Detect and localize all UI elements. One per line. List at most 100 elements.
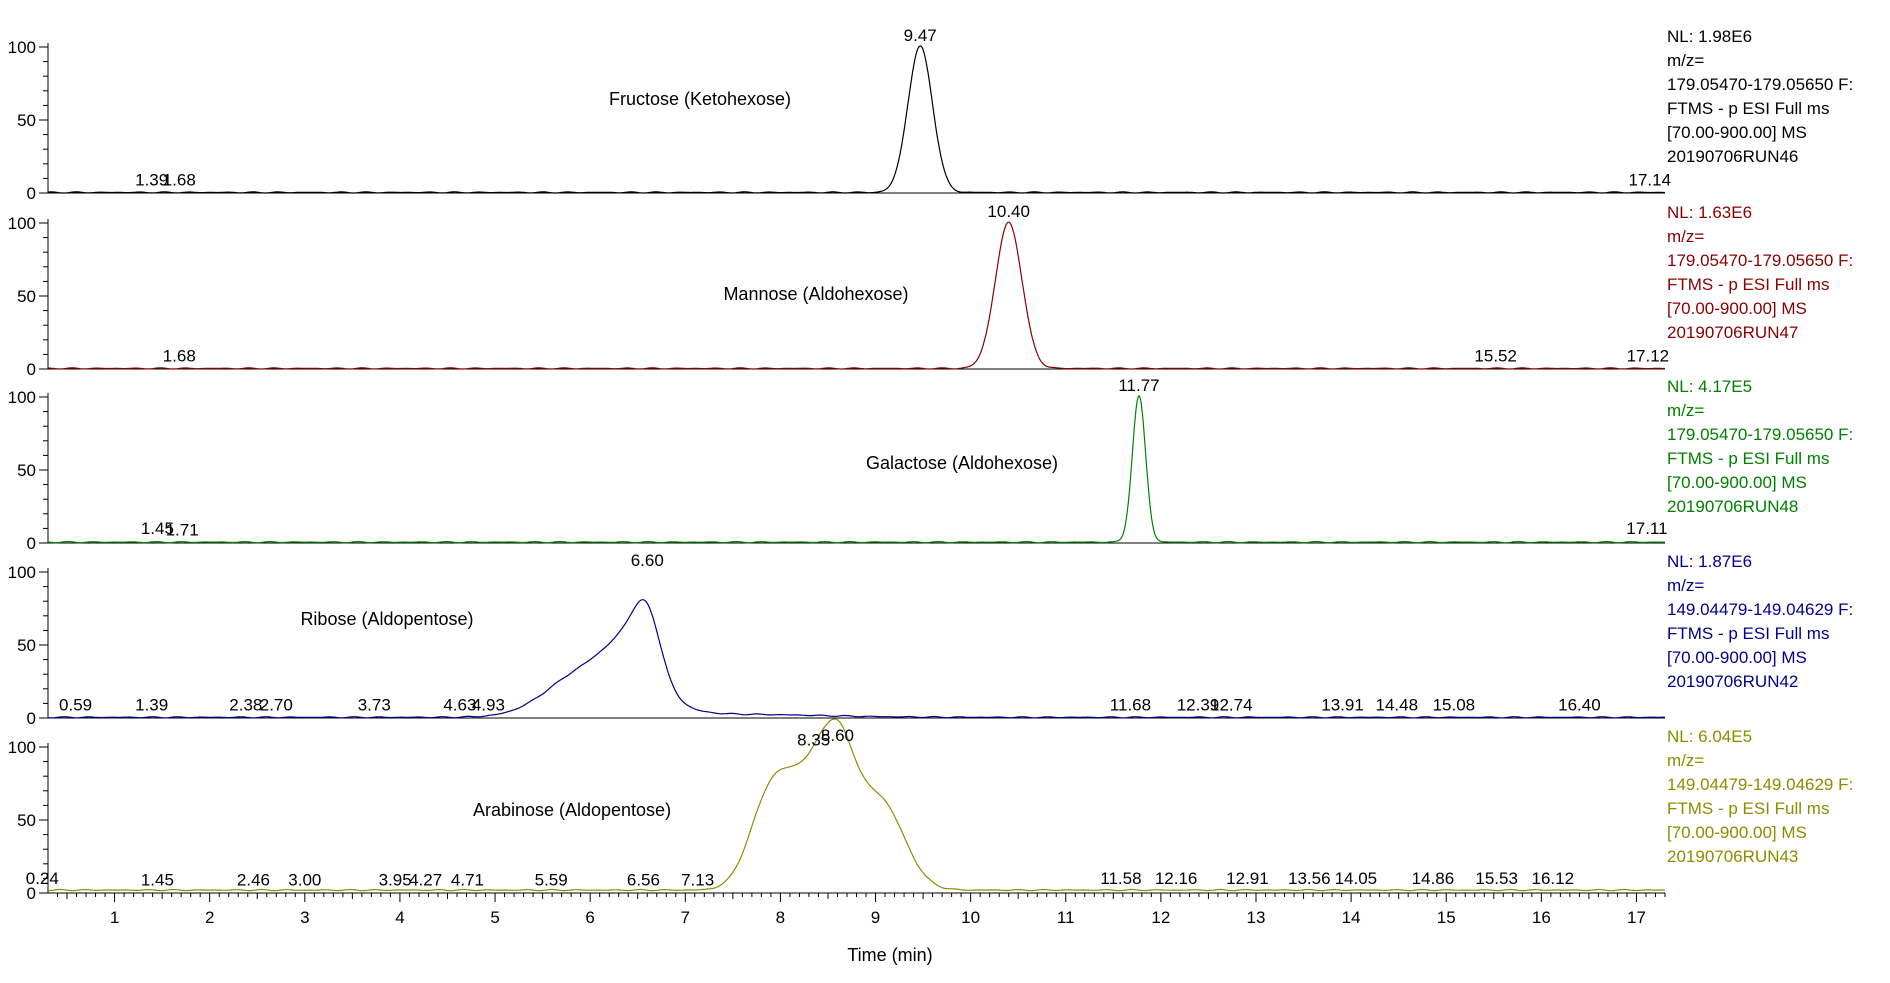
peak-label: 13.91: [1321, 696, 1364, 715]
scan-info-line: 179.05470-179.05650 F:: [1667, 425, 1853, 444]
scan-info-line: NL: 1.98E6: [1667, 27, 1752, 46]
x-tick-label: 1: [110, 908, 119, 927]
peak-label: 11.68: [1110, 696, 1151, 715]
peak-label: 1.68: [163, 347, 196, 366]
peak-label: 6.60: [631, 551, 664, 570]
y-tick-label: 0: [27, 184, 36, 203]
y-tick-label: 100: [8, 388, 36, 407]
peak-label: 0.24: [26, 869, 59, 888]
peak-label: 4.93: [472, 696, 505, 715]
peak-label: 16.40: [1558, 696, 1601, 715]
y-tick-label: 0: [27, 709, 36, 728]
x-tick-label: 11: [1057, 908, 1075, 927]
peak-label: 6.56: [627, 871, 660, 890]
y-tick-label: 0: [27, 884, 36, 903]
scan-info-line: 149.04479-149.04629 F:: [1667, 600, 1853, 619]
chromatogram-panel: 0 50 100 8.358.60 0.24 1.45 2.46 3.00 3.954.27 4.…: [8, 718, 1853, 903]
scan-info-line: [70.00-900.00] MS: [1667, 299, 1807, 318]
peak-label: 4.27: [409, 871, 442, 890]
x-tick-label: 14: [1342, 908, 1361, 927]
peak-label: 3.73: [358, 696, 391, 715]
y-tick-label: 100: [8, 563, 36, 582]
chromatogram-trace: [47, 45, 1665, 194]
scan-info-line: 20190706RUN46: [1667, 147, 1798, 166]
peak-label: 2.38: [229, 696, 262, 715]
peak-label: 14.05: [1335, 869, 1378, 888]
peak-label: 3.00: [288, 871, 321, 890]
peak-label: 15.08: [1433, 696, 1476, 715]
x-tick-label: 16: [1532, 908, 1551, 927]
chromatogram-trace: [48, 718, 1665, 892]
compound-label: Ribose (Aldopentose): [300, 609, 473, 629]
peak-label: 2.46: [237, 871, 270, 890]
x-tick-label: 15: [1437, 908, 1456, 927]
scan-info-line: 20190706RUN42: [1667, 672, 1798, 691]
y-tick-label: 50: [17, 287, 36, 306]
peak-label: 12.39: [1177, 696, 1220, 715]
peak-label: 4.71: [451, 871, 484, 890]
scan-info-line: NL: 1.63E6: [1667, 203, 1752, 222]
compound-label: Fructose (Ketohexose): [609, 89, 791, 109]
x-tick-label: 12: [1151, 908, 1170, 927]
peak-label: 15.53: [1475, 869, 1518, 888]
compound-label: Arabinose (Aldopentose): [473, 800, 671, 820]
scan-info-line: 179.05470-179.05650 F:: [1667, 251, 1853, 270]
x-tick-label: 2: [205, 908, 214, 927]
chromatogram-panel: 0 50 100 6.60 0.59 1.39 2.382.70 3.73 4.634.93 11…: [8, 551, 1854, 728]
chromatogram-panel: 0 50 100 10.40 1.68 15.52 17.12 Mannose (Aldohe…: [8, 202, 1854, 379]
chromatogram-panel: 0 50 100 11.77 1.451.71 17.11 Galactose (Aldoh…: [8, 376, 1854, 553]
peak-label: 14.48: [1375, 696, 1418, 715]
x-tick-label: 7: [681, 908, 690, 927]
scan-info-line: [70.00-900.00] MS: [1667, 473, 1807, 492]
x-tick-label: 13: [1247, 908, 1266, 927]
peak-label: 3.95: [379, 871, 412, 890]
y-tick-label: 50: [17, 461, 36, 480]
peak-label: 0.59: [59, 696, 92, 715]
peak-label: 2.70: [260, 696, 293, 715]
x-tick-label: 6: [585, 908, 594, 927]
y-tick-label: 100: [8, 214, 36, 233]
peak-label: 5.59: [535, 871, 568, 890]
compound-label: Mannose (Aldohexose): [723, 284, 908, 304]
peak-label: 1.45: [141, 871, 174, 890]
scan-info-line: 20190706RUN43: [1667, 847, 1798, 866]
chromatogram-trace: [47, 599, 1666, 719]
x-tick-label: 5: [490, 908, 499, 927]
y-tick-label: 100: [8, 738, 36, 757]
chromatogram-panel: 0 50 100 9.47 1.391.68 17.14 Fructose (Ketohex…: [8, 26, 1854, 203]
scan-info-line: m/z=: [1667, 51, 1704, 70]
peak-label: 15.52: [1474, 347, 1517, 366]
peak-label: 11.58: [1100, 869, 1141, 888]
scan-info-line: 149.04479-149.04629 F:: [1667, 775, 1853, 794]
peak-label: 1.39: [135, 696, 168, 715]
peak-label: 11.77: [1118, 376, 1159, 395]
peak-label: 14.86: [1412, 869, 1455, 888]
x-tick-label: 4: [395, 908, 404, 927]
peak-label: 17.14: [1629, 171, 1672, 190]
scan-info-line: m/z=: [1667, 576, 1704, 595]
peak-label: 4.63: [443, 696, 476, 715]
peak-label: 1.68: [163, 171, 196, 190]
peak-label: 12.91: [1226, 869, 1269, 888]
y-tick-label: 0: [27, 360, 36, 379]
x-axis: 1 2 3 4 5 6 7 8 9 10 11 12 13 14 15 16 17: [57, 893, 1666, 927]
scan-info-line: FTMS - p ESI Full ms: [1667, 449, 1829, 468]
x-tick-label: 3: [300, 908, 309, 927]
peak-label: 10.40: [987, 202, 1030, 221]
chromatogram-trace: [47, 395, 1665, 544]
scan-info-line: [70.00-900.00] MS: [1667, 123, 1807, 142]
y-tick-label: 50: [17, 111, 36, 130]
y-tick-label: 100: [8, 38, 36, 57]
scan-info-line: [70.00-900.00] MS: [1667, 823, 1807, 842]
scan-info-line: NL: 1.87E6: [1667, 552, 1752, 571]
peak-label: 13.56: [1288, 869, 1331, 888]
peak-label: 17.12: [1627, 347, 1670, 366]
scan-info-line: FTMS - p ESI Full ms: [1667, 275, 1829, 294]
scan-info-line: 20190706RUN48: [1667, 497, 1798, 516]
peak-label: 1.45: [141, 519, 174, 538]
x-tick-label: 17: [1627, 908, 1646, 927]
scan-info-line: FTMS - p ESI Full ms: [1667, 624, 1829, 643]
scan-info-line: m/z=: [1667, 751, 1704, 770]
peak-label: 8.35: [797, 730, 830, 749]
peak-label: 1.71: [166, 521, 199, 540]
